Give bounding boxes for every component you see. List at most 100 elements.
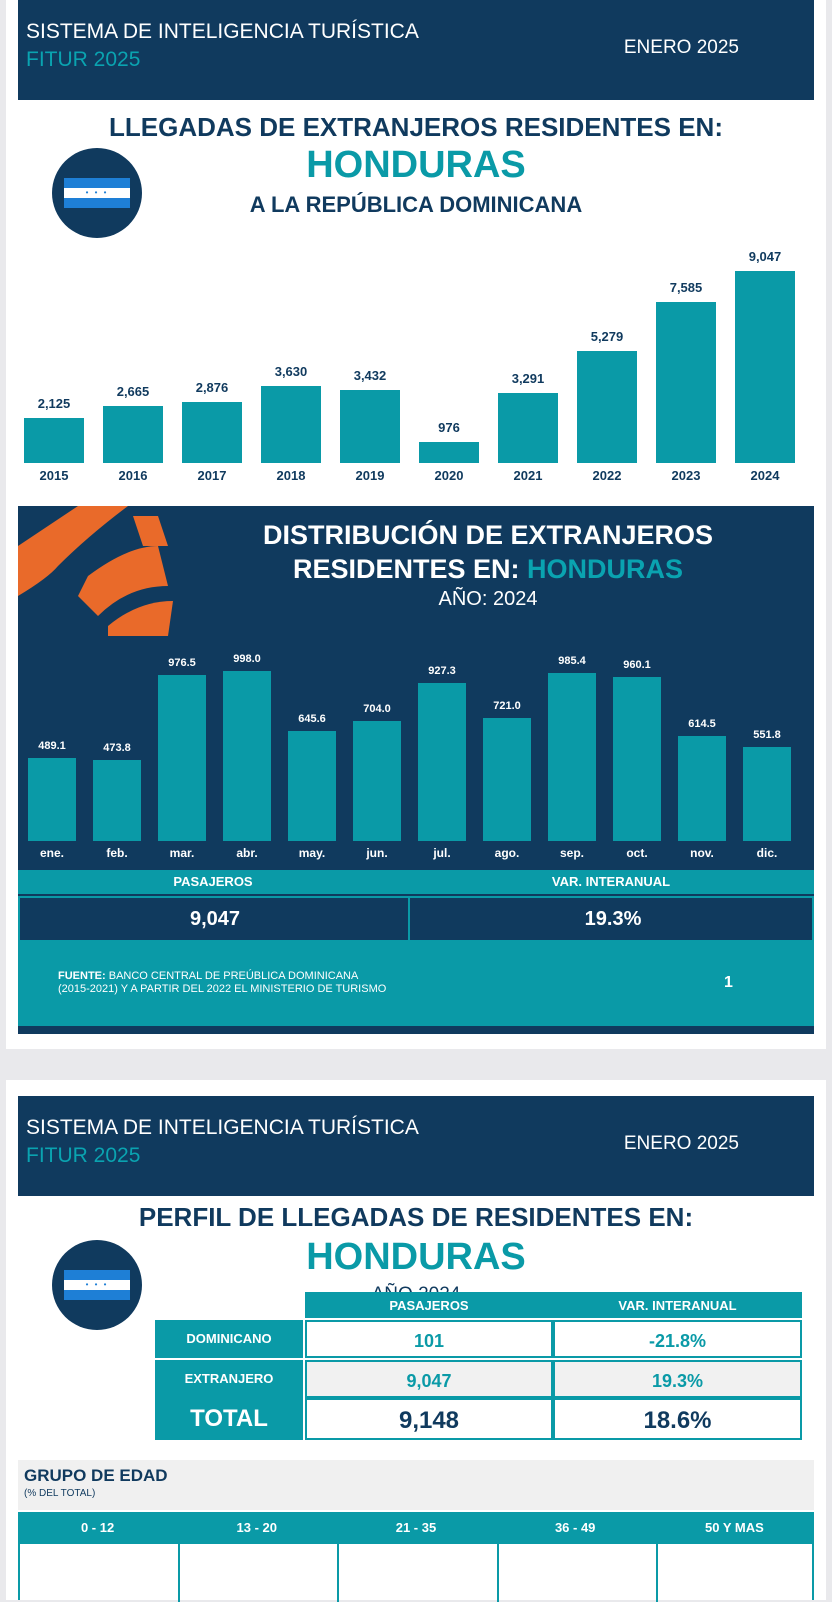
monthly-month-label: abr.: [236, 846, 258, 860]
distribution-subtitle-label: RESIDENTES EN:: [292, 554, 520, 584]
monthly-month-label: dic.: [756, 846, 778, 860]
monthly-value-label: 721.0: [493, 700, 521, 713]
age-group-divider: [337, 1544, 340, 1602]
monthly-value-label: 998.0: [233, 653, 261, 665]
age-group-divider: [496, 1544, 499, 1602]
profile-title: PERFIL DE LLEGADAS DE RESIDENTES EN:: [138, 1202, 694, 1232]
summary-value-row: 9,047 19.3%: [18, 896, 814, 942]
yearly-value-label: 7,585: [669, 280, 703, 296]
yearly-bar: [340, 390, 400, 463]
monthly-bar: [223, 671, 271, 841]
monthly-bar: [158, 674, 206, 841]
monthly-month-label: jul.: [433, 846, 451, 860]
yearly-year-label: 2017: [197, 468, 227, 483]
monthly-month-label: feb.: [106, 846, 128, 860]
page-number: 1: [724, 974, 733, 991]
monthly-month-label: nov.: [690, 846, 714, 860]
summary-header-var: VAR. INTERANUAL: [551, 874, 671, 889]
yearly-year-label: 2024: [750, 468, 780, 483]
yearly-bar: [182, 401, 242, 463]
age-group-divider: [655, 1544, 658, 1602]
monthly-month-label: jun.: [366, 846, 388, 860]
yearly-bar: [261, 385, 321, 463]
source-footer: FUENTE: BANCO CENTRAL DE PREÚBLICA DOMIN…: [18, 942, 814, 1026]
age-group-subtitle: (% DEL TOTAL): [24, 1488, 96, 1499]
monthly-month-label: ago.: [494, 846, 520, 860]
distribution-subtitle: RESIDENTES EN: HONDURAS: [208, 554, 768, 585]
monthly-month-label: mar.: [169, 846, 195, 860]
report-page-1: SISTEMA DE INTELIGENCIA TURÍSTICA FITUR …: [6, 0, 826, 1049]
profile-row-label: EXTRANJERO: [155, 1360, 303, 1398]
fitur-label: FITUR 2025: [26, 48, 141, 71]
age-group-heading: GRUPO DE EDAD (% DEL TOTAL): [18, 1460, 814, 1510]
profile-row-pasajeros: 9,047: [305, 1360, 553, 1398]
source-line-1: BANCO CENTRAL DE PREÚBLICA DOMINICANA: [108, 970, 359, 982]
monthly-value-label: 704.0: [363, 703, 391, 716]
system-title: SISTEMA DE INTELIGENCIA TURÍSTICA: [26, 20, 419, 43]
profile-row-pasajeros: 101: [305, 1320, 553, 1358]
age-group-value-row: [18, 1542, 814, 1602]
source-line-2: (2015-2021) Y A PARTIR DEL 2022 EL MINIS…: [58, 983, 387, 995]
monthly-bar: [28, 757, 76, 841]
profile-country: HONDURAS: [306, 1236, 526, 1278]
yearly-bar: [656, 302, 716, 463]
profile-row-var: -21.8%: [553, 1320, 802, 1358]
monthly-month-label: sep.: [559, 846, 584, 860]
monthly-month-label: may.: [298, 846, 326, 860]
monthly-bar: [418, 683, 466, 841]
yearly-value-label: 2,125: [37, 395, 71, 411]
summary-header-pasajeros: PASAJEROS: [173, 874, 253, 889]
profile-table-header: PASAJEROS VAR. INTERANUAL: [305, 1292, 802, 1318]
arrivals-subtitle: A LA REPÚBLICA DOMINICANA: [249, 192, 583, 217]
monthly-value-label: 645.6: [298, 713, 326, 726]
monthly-month-label: ene.: [39, 846, 64, 860]
monthly-value-label: 976.5: [168, 656, 196, 669]
age-group-label: 0 - 12: [80, 1520, 115, 1535]
yearly-value-label: 976: [438, 420, 460, 436]
profile-row-pasajeros: 9,148: [305, 1398, 553, 1440]
arrivals-title: LLEGADAS DE EXTRANJEROS RESIDENTES EN:: [109, 112, 723, 142]
yearly-year-label: 2018: [276, 468, 306, 483]
age-group-label: 36 - 49: [554, 1520, 596, 1535]
yearly-value-label: 9,047: [748, 249, 782, 264]
age-group-label: 13 - 20: [236, 1520, 278, 1535]
yearly-value-label: 3,432: [353, 368, 387, 384]
yearly-bar: [419, 442, 479, 463]
age-group-header-row: 0 - 12 13 - 20 21 - 35 36 - 49 50 Y MAS: [18, 1512, 814, 1542]
yearly-arrivals-chart: 2,125 2015 2,665 2016 2,876 2017 3,630 2018 3,43…: [6, 0, 826, 490]
report-header: SISTEMA DE INTELIGENCIA TURÍSTICA FITUR …: [18, 0, 814, 100]
yearly-bar: [24, 417, 84, 463]
monthly-bar: [353, 721, 401, 841]
yearly-bar: [735, 271, 795, 463]
yearly-bar: [103, 406, 163, 463]
report-page-2: SISTEMA DE INTELIGENCIA TURÍSTICA FITUR …: [6, 1080, 826, 1602]
age-group-label: 21 - 35: [395, 1520, 437, 1535]
report-date: ENERO 2025: [623, 37, 739, 58]
monthly-value-label: 489.1: [38, 739, 66, 752]
profile-header-var: VAR. INTERANUAL: [618, 1298, 737, 1313]
age-group-title: GRUPO DE EDAD: [24, 1466, 168, 1485]
monthly-value-label: 614.5: [688, 718, 716, 731]
report-header-2: SISTEMA DE INTELIGENCIA TURÍSTICA FITUR …: [18, 1096, 814, 1196]
yearly-bar: [498, 393, 558, 463]
report-date-2: ENERO 2025: [623, 1133, 739, 1154]
yearly-value-label: 3,630: [274, 363, 308, 379]
distribution-title: DISTRIBUCIÓN DE EXTRANJEROS: [262, 520, 714, 550]
monthly-value-label: 551.8: [753, 729, 781, 741]
system-title-2: SISTEMA DE INTELIGENCIA TURÍSTICA: [26, 1116, 419, 1139]
age-group-label: 50 Y MAS: [705, 1520, 764, 1535]
profile-row-var: 18.6%: [553, 1398, 802, 1440]
yearly-value-label: 5,279: [590, 328, 624, 344]
monthly-bar: [743, 747, 791, 841]
yearly-year-label: 2019: [355, 468, 385, 483]
monthly-bar: [288, 731, 336, 841]
country-title: HONDURAS: [306, 144, 526, 186]
monthly-bar: [93, 760, 141, 841]
summary-pasajeros-value: 9,047: [189, 908, 241, 930]
summary-var-value: 19.3%: [584, 908, 642, 930]
distribution-year: AÑO: 2024: [438, 588, 538, 610]
yearly-bar: [577, 350, 637, 463]
honduras-flag-badge: • • •: [52, 148, 142, 238]
yearly-year-label: 2016: [118, 468, 148, 483]
yearly-year-label: 2015: [39, 468, 69, 483]
